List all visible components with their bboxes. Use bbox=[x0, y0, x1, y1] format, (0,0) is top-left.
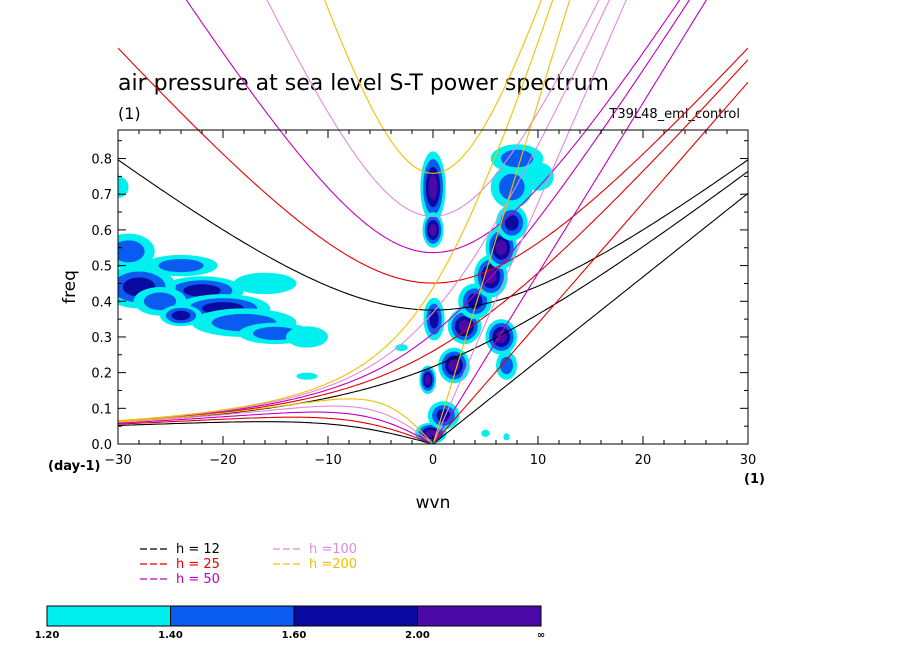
run-name: T39L48_eml_control bbox=[608, 107, 740, 122]
kelvin-curve bbox=[432, 0, 571, 444]
inertia-gravity-curve bbox=[185, 0, 681, 254]
colorbar-label: ∞ bbox=[537, 630, 545, 641]
x-tick-label: −30 bbox=[104, 453, 131, 468]
power-blob bbox=[160, 304, 202, 327]
x-tick-label: −10 bbox=[314, 453, 341, 468]
power-blob bbox=[427, 401, 460, 430]
y-tick-label: 0.8 bbox=[91, 153, 112, 168]
power-blob-level-2 bbox=[143, 292, 177, 311]
colorbar: 1.20 1.40 1.60 2.00 ∞ bbox=[35, 605, 545, 641]
power-blob bbox=[422, 212, 444, 248]
power-blob-level-2 bbox=[118, 240, 145, 263]
colorbar-label: 2.00 bbox=[405, 630, 430, 641]
power-blob-level-4 bbox=[424, 374, 431, 385]
power-blob bbox=[296, 372, 318, 380]
legend-label: h = 12 bbox=[176, 542, 220, 557]
legend-label: h =100 bbox=[309, 542, 357, 557]
y-tick-label: 0.0 bbox=[91, 438, 112, 453]
power-blob-level-1 bbox=[296, 372, 318, 380]
y-unit-label: (day-1) bbox=[48, 459, 100, 474]
legend-label: h = 50 bbox=[176, 572, 220, 587]
power-blob bbox=[420, 151, 446, 223]
power-blob bbox=[118, 233, 155, 270]
power-blob-level-2 bbox=[158, 259, 204, 273]
legend-label: h =200 bbox=[309, 557, 357, 572]
power-blob bbox=[233, 272, 297, 295]
rossby-curve bbox=[118, 405, 431, 443]
y-tick-label: 0.2 bbox=[91, 367, 112, 382]
inertia-gravity-curve bbox=[118, 47, 748, 284]
x-tick-label: 30 bbox=[740, 453, 757, 468]
y-tick-label: 0.4 bbox=[91, 295, 112, 310]
axes: −30 −20 −10 0 10 20 30 0.0 0.1 0.2 0.3 0.4 0.5 0.6 0.7… bbox=[91, 129, 757, 468]
mrg-curve bbox=[118, 170, 748, 423]
power-blob-level-3 bbox=[429, 309, 439, 329]
inertia-gravity-curve bbox=[266, 0, 600, 217]
power-blob-level-4 bbox=[448, 359, 460, 372]
power-blob bbox=[118, 176, 129, 198]
kelvin-curve bbox=[432, 0, 707, 444]
power-blob bbox=[438, 347, 470, 384]
power-blob-level-2 bbox=[500, 356, 513, 375]
power-blob-level-3 bbox=[183, 284, 221, 297]
power-blob-level-4 bbox=[495, 240, 507, 256]
rossby-curve bbox=[118, 398, 431, 442]
x-unit-label: (1) bbox=[744, 472, 765, 487]
rossby-curve bbox=[118, 421, 431, 444]
power-blob-level-1 bbox=[118, 176, 129, 198]
power-blob-level-1 bbox=[481, 429, 490, 437]
power-blob bbox=[286, 326, 328, 348]
kelvin-curve bbox=[432, 0, 627, 444]
power-blob-level-1 bbox=[286, 326, 328, 348]
colorbar-segment bbox=[170, 605, 295, 627]
inertia-gravity-curve bbox=[324, 0, 542, 174]
y-tick-label: 0.7 bbox=[91, 188, 112, 203]
power-blob bbox=[481, 429, 490, 437]
x-tick-label: 10 bbox=[530, 453, 547, 468]
x-tick-label: 20 bbox=[635, 453, 652, 468]
power-blob-level-1 bbox=[503, 433, 510, 441]
y-axis-label: freq bbox=[60, 270, 80, 304]
x-tick-label: 0 bbox=[429, 453, 437, 468]
y-tick-label: 0.3 bbox=[91, 331, 112, 346]
mrg-curve bbox=[118, 0, 610, 422]
colorbar-segment bbox=[46, 605, 171, 627]
power-blob bbox=[496, 351, 517, 380]
x-axis-label: wvn bbox=[416, 493, 451, 513]
y-tick-label: 0.5 bbox=[91, 260, 112, 275]
legend-label: h = 25 bbox=[176, 557, 220, 572]
rossby-curve bbox=[118, 416, 431, 444]
power-blob-level-4 bbox=[428, 174, 438, 200]
inertia-gravity-curve bbox=[118, 159, 748, 311]
mrg-curve bbox=[118, 0, 691, 422]
colorbar-segment bbox=[417, 605, 542, 627]
colorbar-label: 1.40 bbox=[158, 630, 183, 641]
chart-subtitle-left: (1) bbox=[118, 104, 141, 123]
power-blob-level-2 bbox=[500, 149, 534, 168]
mrg-curve bbox=[118, 0, 554, 422]
colorbar-label: 1.60 bbox=[282, 630, 307, 641]
power-blob bbox=[144, 254, 218, 277]
power-blob-level-4 bbox=[429, 223, 437, 237]
power-blob bbox=[419, 365, 437, 395]
x-tick-label: −20 bbox=[209, 453, 236, 468]
power-blob-level-3 bbox=[171, 310, 191, 321]
power-blob-level-3 bbox=[504, 214, 519, 231]
kelvin-curve bbox=[432, 81, 748, 444]
power-blob-level-4 bbox=[425, 429, 437, 438]
power-blob-level-1 bbox=[233, 272, 297, 295]
colorbar-segment bbox=[293, 605, 418, 627]
y-tick-label: 0.6 bbox=[91, 224, 112, 239]
power-contours bbox=[118, 144, 554, 444]
y-tick-label: 0.1 bbox=[91, 402, 112, 417]
dispersion-curves bbox=[118, 0, 748, 444]
colorbar-label: 1.20 bbox=[35, 630, 60, 641]
rossby-curve bbox=[118, 411, 431, 444]
power-blob bbox=[503, 433, 510, 441]
mrg-curve bbox=[118, 59, 748, 423]
power-blob bbox=[485, 319, 517, 355]
kelvin-curve bbox=[432, 192, 748, 444]
